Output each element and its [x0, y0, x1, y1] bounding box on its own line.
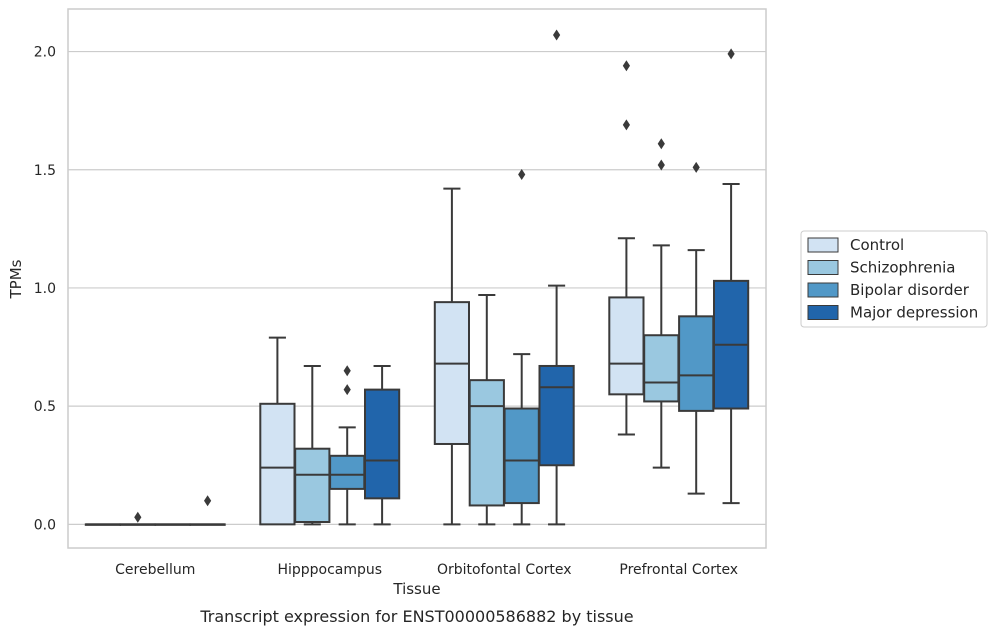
box-control: [259, 336, 296, 526]
legend-label: Major depression: [850, 304, 978, 322]
box-control: [433, 187, 471, 526]
box-major-depression: [189, 495, 226, 526]
legend-label: Control: [850, 236, 904, 254]
outlier-point: [343, 384, 351, 396]
x-tick-labels: Cerebellum Hipppocampus Orbitofontal Corte…: [115, 562, 738, 578]
outlier-point: [134, 511, 142, 523]
x-tick-label: Hipppocampus: [277, 562, 382, 578]
legend-swatch: [807, 282, 839, 298]
box-iqr: [608, 296, 645, 396]
outlier-point: [518, 168, 526, 180]
box-bipolar-disorder: [503, 168, 540, 526]
box-iqr: [503, 407, 540, 505]
legend-frame: [800, 230, 988, 328]
outlier-point: [553, 29, 561, 41]
grid-layer: [68, 50, 766, 525]
y-tick-label: 0.5: [34, 399, 56, 415]
outlier-point: [343, 365, 351, 377]
box-iqr: [294, 447, 331, 523]
x-axis-label: Tissue: [392, 580, 440, 598]
legend-swatch: [807, 260, 839, 275]
box-iqr: [259, 402, 296, 526]
legend-label: Bipolar disorder: [850, 281, 970, 299]
box-control: [608, 60, 645, 436]
box-iqr: [678, 315, 715, 412]
outlier-point: [692, 161, 700, 173]
box-bipolar-disorder: [678, 161, 715, 495]
plot-frame: [67, 8, 767, 549]
boxes-layer: [84, 29, 750, 526]
x-tick-label: Orbitofontal Cortex: [437, 562, 572, 578]
box-bipolar-disorder: [329, 365, 366, 526]
legend-label: Schizophrenia: [850, 259, 955, 277]
outlier-point: [622, 60, 630, 72]
box-major-depression: [712, 48, 750, 505]
box-schizophrenia: [119, 511, 156, 526]
box-iqr: [538, 364, 575, 467]
y-axis-label: TPMs: [7, 259, 25, 299]
outlier-point: [622, 119, 630, 131]
box-schizophrenia: [294, 364, 331, 526]
y-tick-labels: 0.0 0.5 1.0 1.5 2.0: [34, 45, 56, 534]
outlier-point: [727, 48, 735, 60]
box-control: [84, 523, 122, 526]
box-major-depression: [363, 364, 401, 526]
box-iqr: [468, 379, 505, 507]
box-iqr: [433, 301, 471, 445]
box-iqr: [363, 388, 401, 500]
box-major-depression: [538, 29, 575, 526]
y-tick-label: 1.0: [34, 281, 56, 297]
legend-swatch: [807, 305, 839, 320]
x-tick-label: Prefrontal Cortex: [619, 562, 738, 578]
box-schizophrenia: [468, 294, 505, 526]
legend: Control Schizophrenia Bipolar disorder Majo…: [800, 230, 988, 328]
box-iqr: [643, 334, 680, 403]
chart-caption: Transcript expression for ENST0000058688…: [199, 607, 633, 626]
box-iqr: [329, 454, 366, 490]
outlier-point: [657, 159, 665, 171]
outlier-point: [657, 138, 665, 150]
legend-swatch: [807, 237, 839, 253]
y-tick-label: 1.5: [34, 163, 56, 179]
outlier-point: [204, 495, 212, 507]
y-tick-label: 0.0: [34, 517, 56, 533]
y-tick-label: 2.0: [34, 45, 56, 61]
box-schizophrenia: [643, 138, 680, 469]
x-tick-label: Cerebellum: [115, 562, 195, 578]
box-bipolar-disorder: [154, 523, 191, 526]
